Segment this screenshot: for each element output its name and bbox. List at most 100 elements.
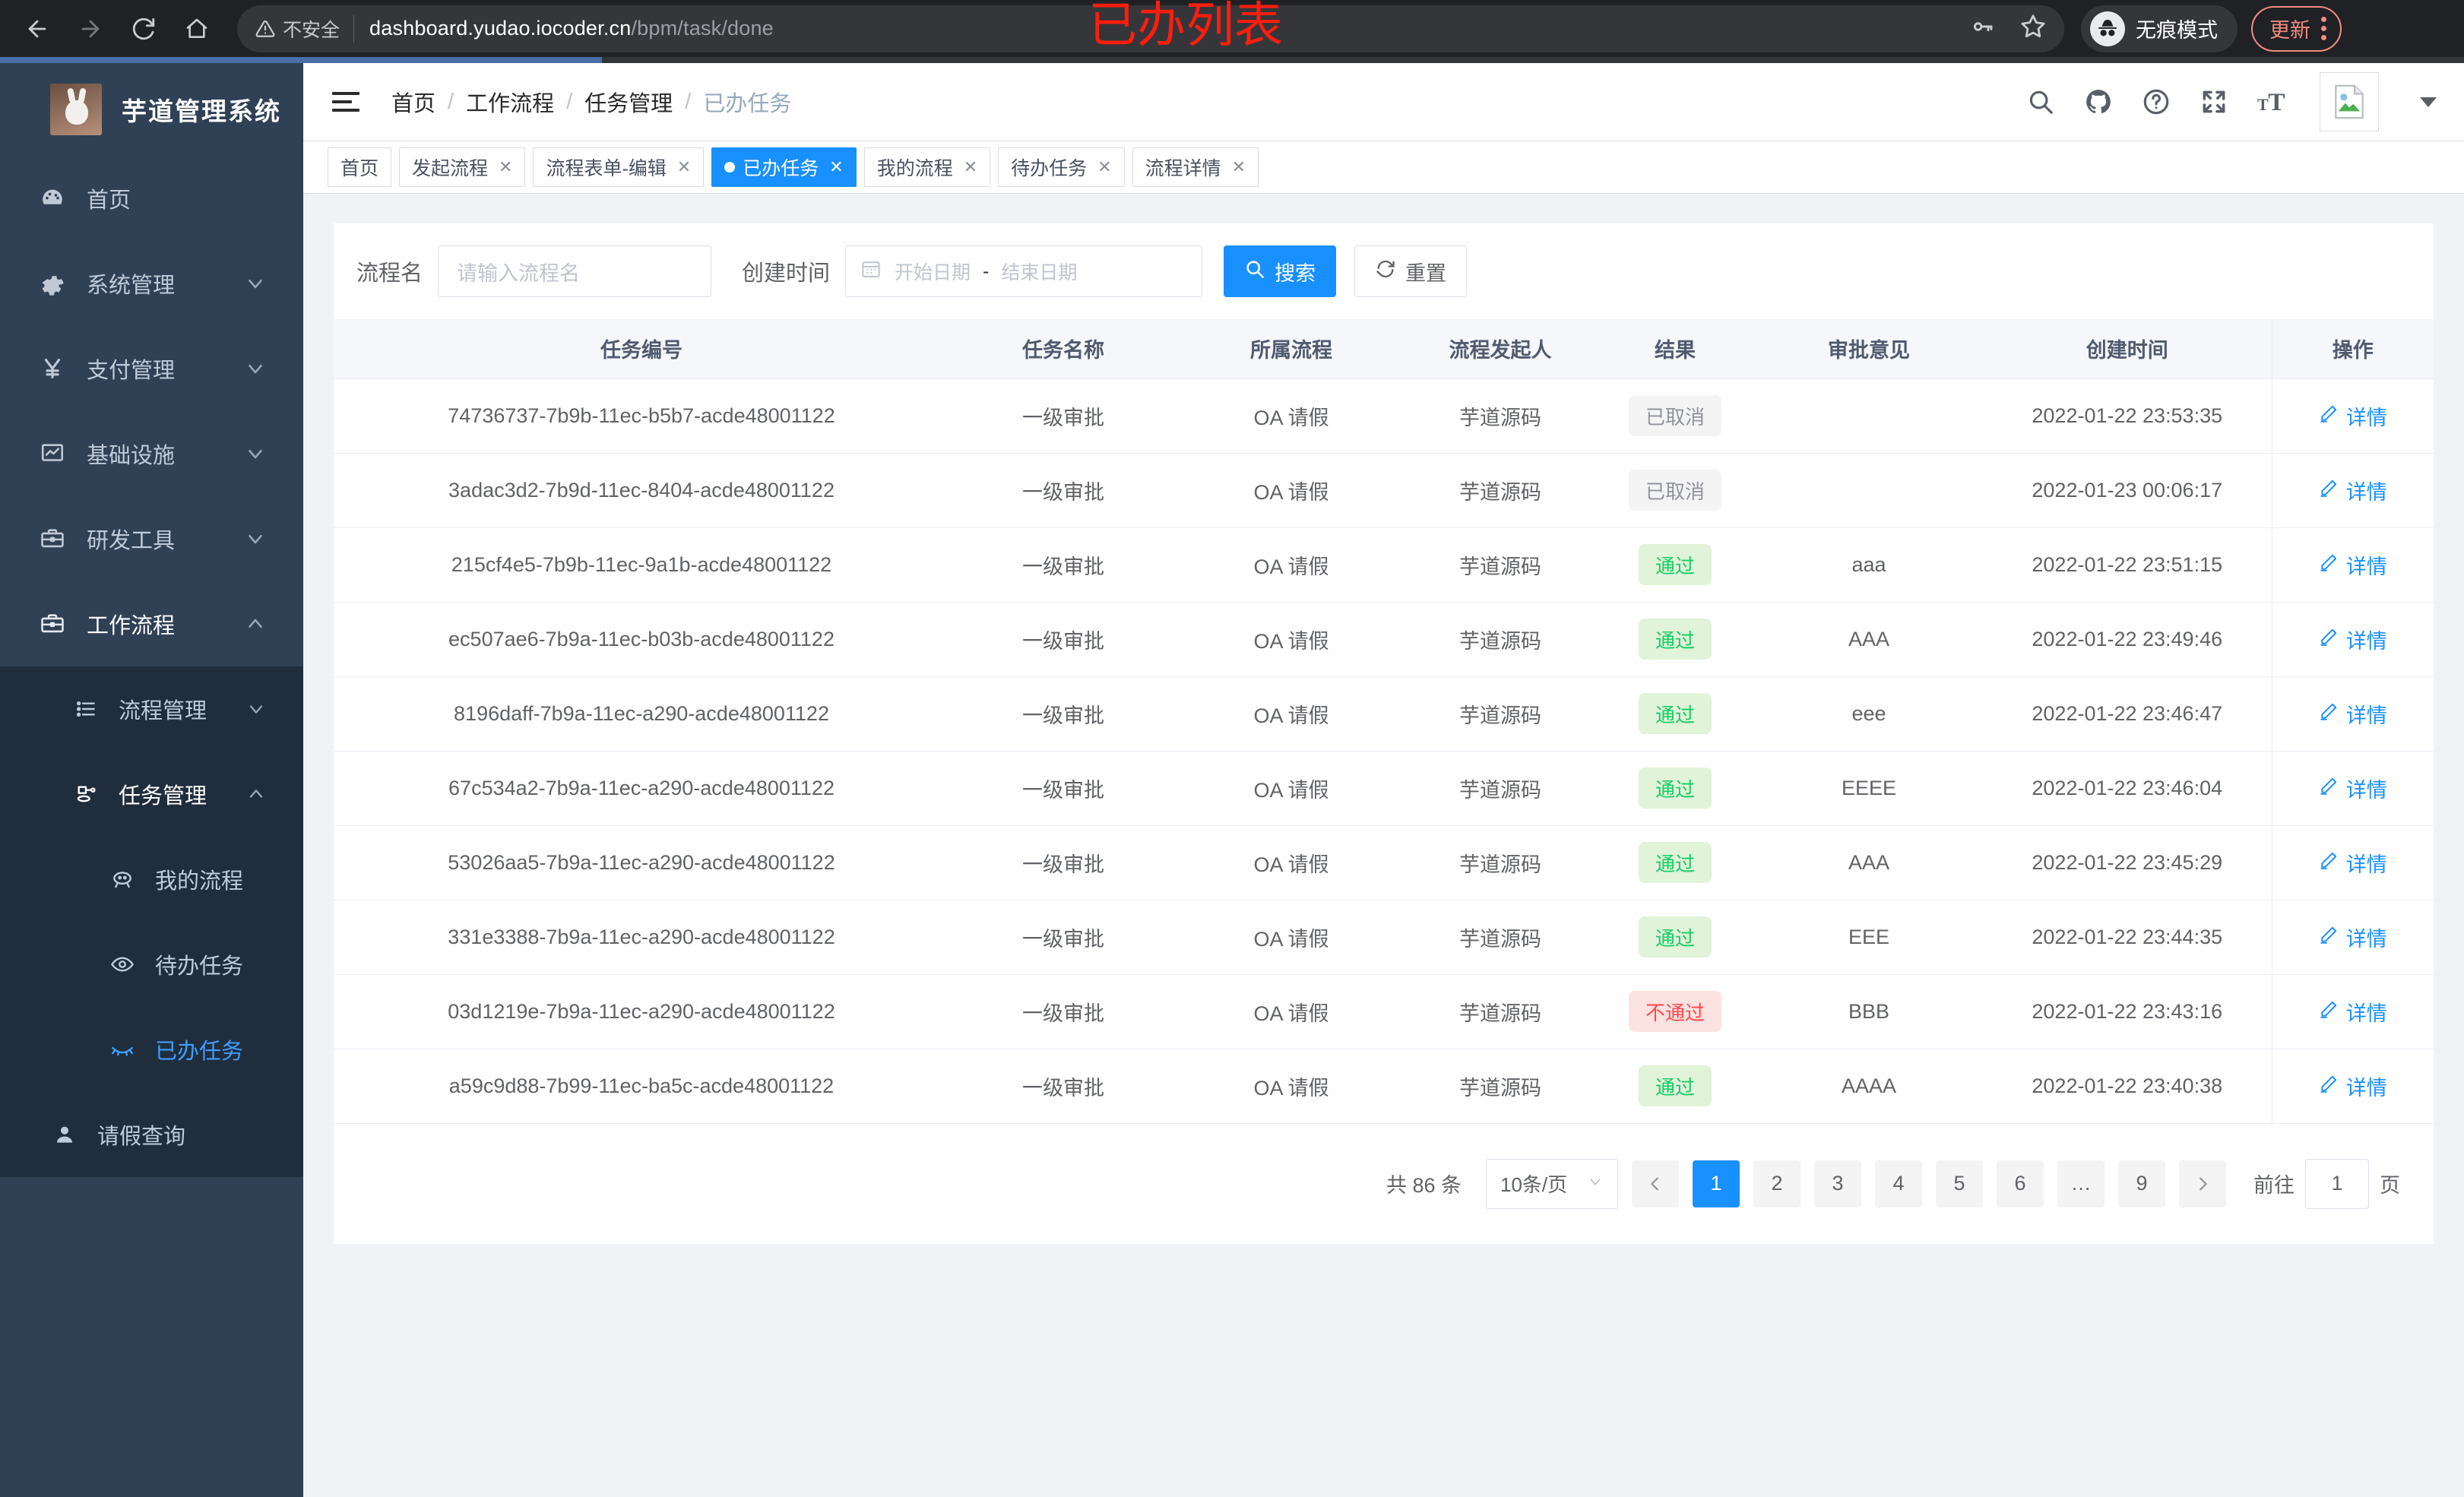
tab-done-tasks[interactable]: 已办任务 ✕: [711, 147, 857, 187]
incognito-indicator[interactable]: 无痕模式: [2081, 5, 2238, 52]
detail-button[interactable]: 详情: [2319, 774, 2387, 803]
breadcrumb: 首页 / 工作流程 / 任务管理 / 已办任务: [391, 86, 791, 118]
url-display[interactable]: dashboard.yudao.iocoder.cn/bpm/task/done: [369, 17, 774, 40]
jump-page-input[interactable]: 1: [2305, 1158, 2369, 1209]
svg-text:T: T: [2257, 95, 2269, 114]
help-icon[interactable]: [2142, 87, 2171, 116]
page-button-9[interactable]: 9: [2118, 1160, 2165, 1207]
tab-todo-tasks[interactable]: 待办任务 ✕: [998, 147, 1125, 187]
page-button-5[interactable]: 5: [1936, 1160, 1983, 1207]
reload-icon[interactable]: [120, 5, 167, 52]
prev-page-button[interactable]: [1632, 1160, 1679, 1207]
sidebar-toggle-icon[interactable]: [332, 92, 363, 112]
avatar[interactable]: [2320, 72, 2379, 131]
update-button[interactable]: 更新: [2251, 5, 2342, 52]
status-badge: 不通过: [1628, 991, 1721, 1032]
close-icon[interactable]: ✕: [1097, 157, 1112, 176]
cell-process: OA 请假: [1177, 751, 1405, 826]
sidebar-item-done-tasks[interactable]: 已办任务: [0, 1007, 303, 1092]
detail-button[interactable]: 详情: [2319, 699, 2387, 729]
table-row: 53026aa5-7b9a-11ec-a290-acde48001122 一级审批…: [334, 825, 2434, 900]
brand[interactable]: 芋道管理系统: [0, 63, 303, 156]
detail-button[interactable]: 详情: [2319, 997, 2387, 1027]
github-icon[interactable]: [2084, 87, 2113, 116]
cell-process: OA 请假: [1177, 527, 1405, 603]
detail-button[interactable]: 详情: [2319, 625, 2387, 654]
sidebar-item-infrastructure[interactable]: 基础设施: [0, 411, 303, 496]
page-button-4[interactable]: 4: [1875, 1160, 1922, 1207]
sidebar-item-task-management[interactable]: 任务管理: [0, 752, 303, 837]
tab-my-process[interactable]: 我的流程 ✕: [863, 147, 991, 187]
start-date-placeholder: 开始日期: [895, 262, 971, 283]
fullscreen-icon[interactable]: [2200, 87, 2228, 116]
back-icon[interactable]: [14, 5, 61, 52]
close-icon[interactable]: ✕: [1231, 157, 1246, 176]
sidebar-item-process-management[interactable]: 流程管理: [0, 666, 303, 752]
cell-task-id: a59c9d88-7b99-11ec-ba5c-acde48001122: [334, 1049, 949, 1124]
tab-process-form-edit[interactable]: 流程表单-编辑 ✕: [533, 147, 705, 187]
sidebar-item-workflow[interactable]: 工作流程: [0, 581, 303, 666]
detail-button[interactable]: 详情: [2319, 848, 2387, 878]
bookmark-star-icon[interactable]: [2020, 14, 2046, 43]
sidebar-item-devtools[interactable]: 研发工具: [0, 496, 303, 581]
cell-task-name: 一级审批: [949, 1049, 1177, 1124]
sidebar-item-system[interactable]: 系统管理: [0, 241, 303, 326]
cell-process: OA 请假: [1177, 1049, 1405, 1124]
breadcrumb-item-2[interactable]: 任务管理: [584, 92, 673, 116]
table-row: ec507ae6-7b9a-11ec-b03b-acde48001122 一级审批…: [334, 602, 2434, 677]
search-button[interactable]: 搜索: [1224, 245, 1337, 297]
home-icon[interactable]: [173, 5, 220, 52]
column-initiator: 流程发起人: [1405, 319, 1595, 379]
sidebar-label-system: 系统管理: [87, 274, 176, 298]
sidebar-item-todo-tasks[interactable]: 待办任务: [0, 922, 303, 1007]
cell-created: 2022-01-22 23:51:15: [1983, 527, 2272, 603]
sidebar-item-leave-query[interactable]: 请假查询: [0, 1092, 303, 1177]
cell-created: 2022-01-22 23:44:35: [1983, 900, 2272, 975]
process-name-input[interactable]: 请输入流程名: [438, 245, 712, 297]
tab-start-process[interactable]: 发起流程 ✕: [399, 147, 526, 187]
tab-home[interactable]: 首页: [328, 147, 392, 187]
tab-process-detail[interactable]: 流程详情 ✕: [1132, 147, 1259, 187]
close-icon[interactable]: ✕: [676, 157, 692, 176]
page-button-6[interactable]: 6: [1997, 1160, 2044, 1207]
cell-operation: 详情: [2271, 751, 2434, 826]
close-icon[interactable]: ✕: [829, 157, 844, 176]
breadcrumb-item-1[interactable]: 工作流程: [466, 92, 555, 116]
password-key-icon[interactable]: [1970, 14, 1994, 43]
sidebar-item-my-process[interactable]: 我的流程: [0, 837, 303, 922]
cell-created: 2022-01-22 23:46:04: [1983, 751, 2272, 826]
sidebar-item-home[interactable]: 首页: [0, 156, 303, 241]
close-icon[interactable]: ✕: [499, 157, 513, 176]
detail-button[interactable]: 详情: [2319, 1071, 2387, 1101]
page-size-select[interactable]: 10条/页: [1486, 1158, 1618, 1209]
create-time-range-picker[interactable]: 开始日期 - 结束日期: [845, 245, 1203, 297]
cell-process: OA 请假: [1177, 825, 1405, 900]
cell-task-name: 一级审批: [949, 900, 1177, 975]
detail-button[interactable]: 详情: [2319, 401, 2387, 431]
detail-button[interactable]: 详情: [2319, 923, 2387, 952]
sidebar-item-payment[interactable]: 支付管理: [0, 326, 303, 411]
edit-pencil-icon: [2319, 552, 2339, 578]
page-button-1[interactable]: 1: [1693, 1160, 1740, 1207]
detail-button[interactable]: 详情: [2319, 476, 2387, 505]
security-indicator[interactable]: 不安全: [255, 14, 355, 43]
end-date-placeholder: 结束日期: [1001, 262, 1078, 283]
cell-opinion: EEE: [1755, 900, 1983, 975]
address-bar[interactable]: 不安全 dashboard.yudao.iocoder.cn/bpm/task/…: [237, 5, 2064, 52]
cell-task-name: 一级审批: [949, 527, 1177, 603]
forward-icon[interactable]: [67, 5, 114, 52]
search-icon[interactable]: [2026, 87, 2055, 116]
chevron-down-icon: [244, 357, 267, 380]
reset-button[interactable]: 重置: [1354, 245, 1468, 297]
next-page-button[interactable]: [2179, 1160, 2226, 1207]
browser-menu-icon[interactable]: [2321, 17, 2326, 40]
page-button-3[interactable]: 3: [1814, 1160, 1861, 1207]
chevron-down-icon[interactable]: [2420, 97, 2437, 107]
detail-button[interactable]: 详情: [2319, 550, 2387, 580]
page-button-2[interactable]: 2: [1753, 1160, 1800, 1207]
page-ellipsis[interactable]: …: [2057, 1160, 2105, 1207]
close-icon[interactable]: ✕: [963, 157, 978, 176]
tabstrip-accent: [0, 57, 602, 63]
breadcrumb-item-0[interactable]: 首页: [391, 92, 436, 116]
